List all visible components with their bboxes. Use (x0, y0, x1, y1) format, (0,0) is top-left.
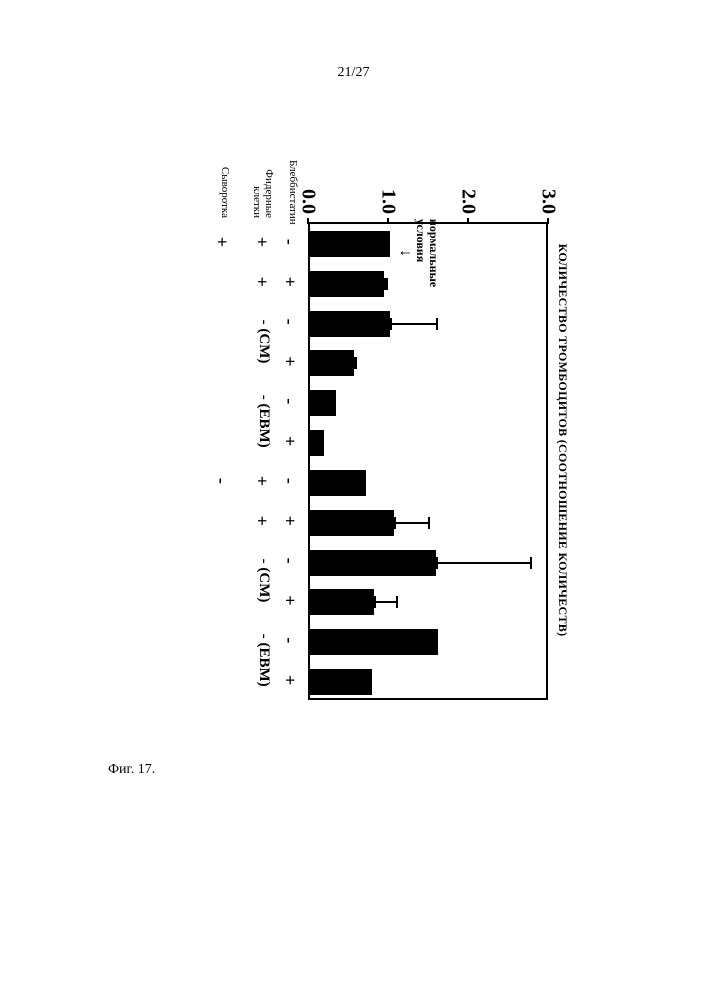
page-number: 21/27 (338, 65, 370, 81)
annotation-normal-conditions: нормальные условия ↓ (396, 219, 440, 287)
row-feeder-cells-cell-7: + (251, 516, 272, 526)
row-label-feeder: Фидерные клетки (251, 160, 274, 218)
figure-caption: Фиг. 17. (108, 762, 155, 778)
bar-10 (310, 629, 438, 655)
y-tick-3: 3.0 (537, 189, 560, 214)
y-axis-ticks: 0.0 1.0 2.0 3.0 (308, 160, 548, 218)
row-feeder-cells-cell-1: + (251, 277, 272, 287)
row-feeder-cells-cell-10: - (EBM) (255, 634, 272, 687)
errorbar-8 (436, 562, 532, 564)
errorbar-3 (354, 362, 357, 364)
errorbar-7 (394, 522, 430, 524)
row-blebbistatin-cell-11: + (279, 675, 300, 685)
row-blebbistatin-cell-7: + (279, 516, 300, 526)
errorbar-2 (390, 323, 438, 325)
bar-3 (310, 350, 354, 376)
chart: КОЛИЧЕСТВО ТРОМБОЦИТОВ (СООТНОШЕНИЕ КОЛИ… (140, 160, 570, 720)
figure-17: КОЛИЧЕСТВО ТРОМБОЦИТОВ (СООТНОШЕНИЕ КОЛИ… (140, 160, 570, 720)
errorbar-1 (384, 283, 388, 285)
y-tick-1: 1.0 (377, 189, 400, 214)
bar-2 (310, 311, 390, 337)
row-blebbistatin-cell-10: - (279, 637, 300, 643)
row-blebbistatin: Блеббистатин -+-+-+-+-+-+ (274, 222, 300, 700)
errorbar-9 (374, 601, 398, 603)
row-blebbistatin-cell-6: - (279, 478, 300, 484)
bar-5 (310, 430, 324, 456)
annotation-line2: условия (414, 219, 428, 262)
row-blebbistatin-cell-2: - (279, 319, 300, 325)
bar-9 (310, 589, 374, 615)
bar-6 (310, 470, 366, 496)
y-tick-0: 0.0 (297, 189, 320, 214)
bar-4 (310, 390, 336, 416)
y-tick-2: 2.0 (457, 189, 480, 214)
row-feeder-cells-cell-6: + (251, 476, 272, 486)
row-blebbistatin-cell-3: + (279, 356, 300, 366)
row-serum-cell-0: + (211, 237, 232, 247)
row-blebbistatin-cell-5: + (279, 436, 300, 446)
row-label-serum: Сыворотка (218, 160, 230, 218)
bars (310, 224, 546, 698)
chart-title: КОЛИЧЕСТВО ТРОМБОЦИТОВ (СООТНОШЕНИЕ КОЛИ… (555, 160, 570, 720)
plot-area: нормальные условия ↓ (308, 222, 548, 700)
annotation-line1: нормальные (427, 219, 441, 287)
row-serum: Сыворотка +- (206, 222, 232, 700)
row-label-blebbistatin: Блеббистатин (286, 160, 298, 218)
row-feeder-cells-cell-0: + (251, 237, 272, 247)
row-blebbistatin-cell-9: + (279, 595, 300, 605)
row-feeder-cells-cell-8: - (CM) (255, 559, 272, 603)
bar-1 (310, 271, 384, 297)
bar-0 (310, 231, 390, 257)
row-feeder-cells-cell-4: - (EBM) (255, 395, 272, 448)
row-feeder-cells: Фидерные клетки ++- (CM)- (EBM)++- (CM)-… (246, 222, 272, 700)
row-feeder-cells-cell-2: - (CM) (255, 320, 272, 364)
bar-11 (310, 669, 372, 695)
row-blebbistatin-cell-0: - (279, 239, 300, 245)
row-blebbistatin-cell-4: - (279, 398, 300, 404)
row-serum-cell-6: - (211, 478, 232, 484)
bar-8 (310, 550, 436, 576)
row-blebbistatin-cell-1: + (279, 277, 300, 287)
annotation-arrow-icon: ↓ (396, 219, 414, 287)
bar-7 (310, 510, 394, 536)
row-blebbistatin-cell-8: - (279, 558, 300, 564)
